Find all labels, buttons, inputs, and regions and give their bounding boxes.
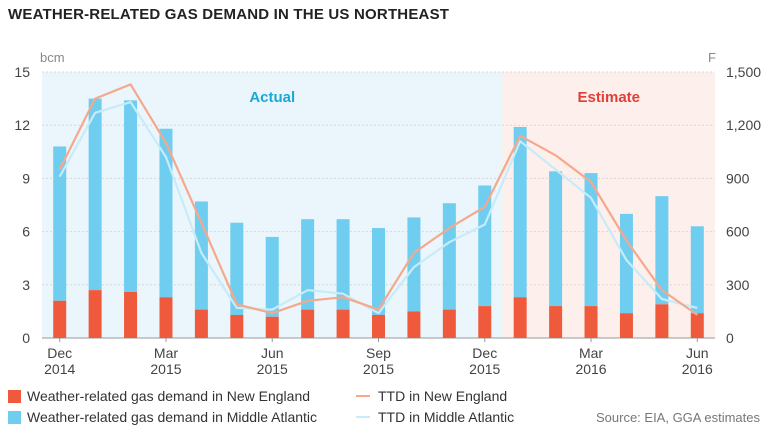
legend-label-new-england: Weather-related gas demand in New Englan…: [27, 388, 311, 404]
x-tick-label-month: Jun: [686, 345, 709, 361]
bar-middle-atlantic: [513, 126, 527, 298]
x-tick-label-month: Dec: [47, 345, 72, 361]
bar-new-england: [442, 309, 456, 338]
y-left-tick-label: 6: [22, 224, 30, 240]
source-note: Source: EIA, GGA estimates: [595, 410, 760, 425]
bar-new-england: [336, 309, 350, 338]
y-left-tick-label: 9: [22, 170, 30, 186]
bar-middle-atlantic: [159, 128, 173, 298]
bar-middle-atlantic: [53, 146, 67, 301]
bar-new-england: [301, 309, 315, 338]
bar-middle-atlantic: [88, 98, 102, 291]
bar-middle-atlantic: [372, 228, 385, 315]
bar-middle-atlantic: [549, 171, 563, 307]
legend-label-ttd-middle-atlantic: TTD in Middle Atlantic: [378, 409, 515, 425]
y-right-tick-label: 1,500: [726, 64, 761, 80]
x-tick-label-month: Mar: [579, 345, 603, 361]
x-tick-label-month: Jun: [261, 345, 284, 361]
y-left-tick-label: 3: [22, 277, 30, 293]
x-tick-label-year: 2015: [150, 361, 181, 377]
y-right-tick-label: 600: [726, 224, 750, 240]
y-right-tick-label: 1,200: [726, 117, 761, 133]
legend-item-ttd-new-england: TTD in New England: [356, 388, 507, 404]
bar-new-england: [372, 314, 385, 338]
bar-middle-atlantic: [690, 226, 704, 314]
region-estimate: [502, 72, 715, 338]
bar-new-england: [690, 313, 704, 338]
bar-middle-atlantic: [336, 219, 350, 310]
y-right-tick-label: 300: [726, 277, 750, 293]
y-right-tick-label: 0: [726, 330, 734, 346]
y-left-tick-label: 0: [22, 330, 30, 346]
legend-label-ttd-new-england: TTD in New England: [378, 388, 508, 404]
legend-item-new-england: Weather-related gas demand in New Englan…: [8, 388, 310, 404]
y-left-unit: bcm: [40, 50, 65, 65]
bar-new-england: [88, 290, 102, 338]
line-ttd-new-england: [58, 83, 698, 316]
legend-item-ttd-middle-atlantic: TTD in Middle Atlantic: [356, 409, 514, 425]
y-right-unit: F: [708, 50, 716, 65]
bar-new-england: [549, 306, 563, 338]
bar-new-england: [194, 309, 208, 338]
bar-middle-atlantic: [442, 203, 456, 310]
bar-middle-atlantic: [478, 185, 492, 307]
bar-new-england: [230, 314, 244, 338]
bar-new-england: [53, 300, 67, 338]
x-tick-label-year: 2014: [44, 361, 75, 377]
y-right-tick-label: 900: [726, 170, 750, 186]
x-tick-label-month: Mar: [154, 345, 178, 361]
bar-middle-atlantic: [584, 173, 598, 307]
bar-middle-atlantic: [301, 219, 315, 310]
bar-middle-atlantic: [655, 196, 669, 305]
legend-swatch-new-england: [8, 389, 21, 403]
line-ttd-middle-atlantic: [58, 100, 698, 315]
x-tick-label-year: 2016: [682, 361, 713, 377]
region-label-actual: Actual: [249, 89, 295, 106]
x-tick-label-year: 2015: [257, 361, 288, 377]
bar-middle-atlantic: [619, 213, 633, 314]
bar-new-england: [478, 306, 492, 338]
bar-new-england: [584, 306, 598, 338]
x-tick-label-year: 2015: [469, 361, 500, 377]
bar-new-england: [513, 297, 527, 338]
bar-new-england: [407, 311, 421, 338]
bar-new-england: [655, 304, 669, 338]
bar-middle-atlantic: [230, 222, 244, 315]
bar-new-england: [159, 297, 173, 338]
legend-swatch-ttd-middle-atlantic: [356, 416, 370, 418]
x-tick-label-month: Dec: [472, 345, 497, 361]
y-left-tick-label: 15: [14, 64, 30, 80]
chart-title: WEATHER-RELATED GAS DEMAND IN THE US NOR…: [8, 6, 450, 23]
legend-swatch-ttd-new-england: [356, 395, 370, 397]
bar-middle-atlantic: [265, 236, 279, 317]
bar-new-england: [265, 316, 279, 338]
legend-swatch-middle-atlantic: [8, 410, 21, 424]
legend-item-middle-atlantic: Weather-related gas demand in Middle Atl…: [8, 409, 317, 425]
x-tick-label-month: Sep: [366, 345, 391, 361]
bar-new-england: [124, 291, 138, 338]
bar-middle-atlantic: [124, 100, 138, 292]
x-tick-label-year: 2016: [575, 361, 606, 377]
bar-middle-atlantic: [407, 217, 421, 312]
bar-new-england: [619, 313, 633, 338]
x-tick-label-year: 2015: [363, 361, 394, 377]
legend-label-middle-atlantic: Weather-related gas demand in Middle Atl…: [27, 409, 318, 425]
bar-middle-atlantic: [194, 201, 208, 310]
region-label-estimate: Estimate: [577, 89, 640, 106]
y-left-tick-label: 12: [14, 117, 30, 133]
